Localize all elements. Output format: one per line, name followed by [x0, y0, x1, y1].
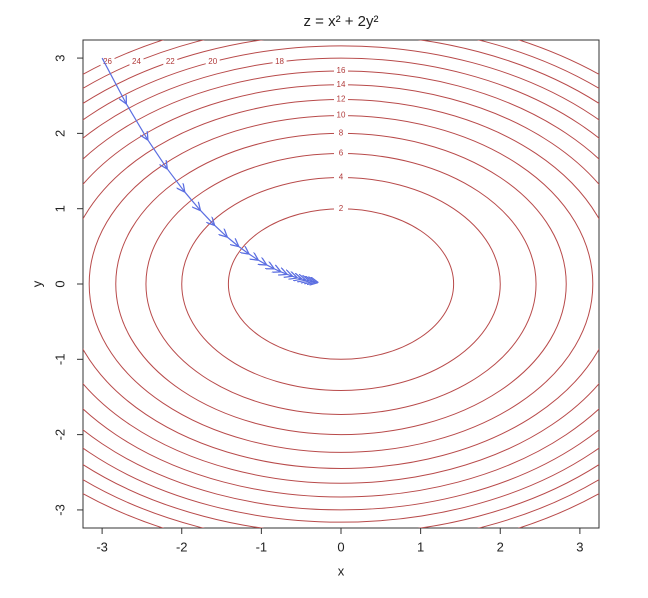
contour-label-bg: [334, 66, 348, 75]
y-axis-label: y: [29, 280, 44, 287]
contour-label: 22: [166, 57, 175, 66]
x-tick-label: -3: [96, 539, 108, 554]
contour-line: [83, 57, 599, 511]
contour-label-bg: [334, 173, 348, 182]
contour-label-bg: [129, 57, 144, 66]
contour-line: [227, 208, 455, 360]
contour-label: 12: [337, 95, 346, 104]
x-axis-label: x: [338, 563, 345, 578]
descent-step: [280, 272, 286, 274]
contour-label-bg: [100, 57, 115, 66]
x-tick-label: 0: [337, 539, 344, 554]
y-tick-label: -2: [52, 429, 67, 441]
contour-label-bg: [334, 80, 348, 89]
x-tick-label: 3: [576, 539, 583, 554]
chart-title: z = x² + 2y²: [303, 13, 378, 30]
contour-label: 16: [337, 66, 346, 75]
descent-step: [305, 280, 309, 281]
descent-step: [237, 245, 248, 254]
y-tick-label: 0: [52, 280, 67, 287]
descent-step: [213, 224, 227, 237]
descent-step: [309, 281, 312, 282]
contour-label: 20: [208, 57, 217, 66]
descent-step: [292, 276, 297, 278]
descent-step: [183, 191, 200, 210]
contour-label-bg: [334, 149, 348, 158]
contour-label-bg: [334, 204, 348, 213]
contour-label: 14: [337, 80, 346, 89]
descent-step: [101, 57, 126, 103]
contour-line: [83, 45, 599, 523]
descent-step: [125, 102, 148, 139]
contour-line: [83, 84, 599, 484]
contour-label: 4: [339, 173, 344, 182]
contour-label: 2: [339, 204, 344, 213]
y-tick-label: -3: [52, 504, 67, 516]
contour-line: [83, 40, 599, 528]
contour-label: 18: [275, 57, 284, 66]
descent-step: [226, 236, 238, 246]
contour-label-bg: [334, 95, 348, 104]
x-tick-label: 1: [417, 539, 424, 554]
contour-label-bg: [163, 57, 178, 66]
x-tick-label: -1: [256, 539, 268, 554]
descent-step: [199, 209, 214, 225]
descent-step: [257, 260, 266, 265]
contour-label-bg: [205, 57, 220, 66]
x-tick-label: -2: [176, 539, 188, 554]
contour-line: [83, 40, 599, 528]
y-tick-label: 1: [52, 205, 67, 212]
descent-step: [301, 279, 305, 280]
contour-label: 6: [339, 149, 344, 158]
contour-line: [145, 153, 537, 415]
contour-label-bg: [334, 129, 348, 138]
descent-step: [286, 274, 291, 276]
contour-label: 24: [132, 57, 141, 66]
contour-line: [83, 40, 599, 528]
contour-label: 10: [337, 111, 346, 120]
descent-step: [274, 268, 281, 271]
contour-label-bg: [272, 57, 287, 66]
contour-label: 8: [339, 128, 344, 137]
y-tick-label: 2: [52, 130, 67, 137]
descent-step: [166, 167, 184, 191]
descent-step: [297, 278, 301, 279]
y-tick-label: -1: [52, 354, 67, 366]
descent-step: [147, 139, 167, 168]
x-tick-label: 2: [497, 539, 504, 554]
y-tick-label: 3: [52, 54, 67, 61]
contour-label-bg: [334, 111, 348, 120]
descent-step: [266, 265, 273, 269]
contour-label: 26: [103, 57, 112, 66]
descent-step: [312, 281, 315, 282]
descent-step: [248, 254, 257, 260]
